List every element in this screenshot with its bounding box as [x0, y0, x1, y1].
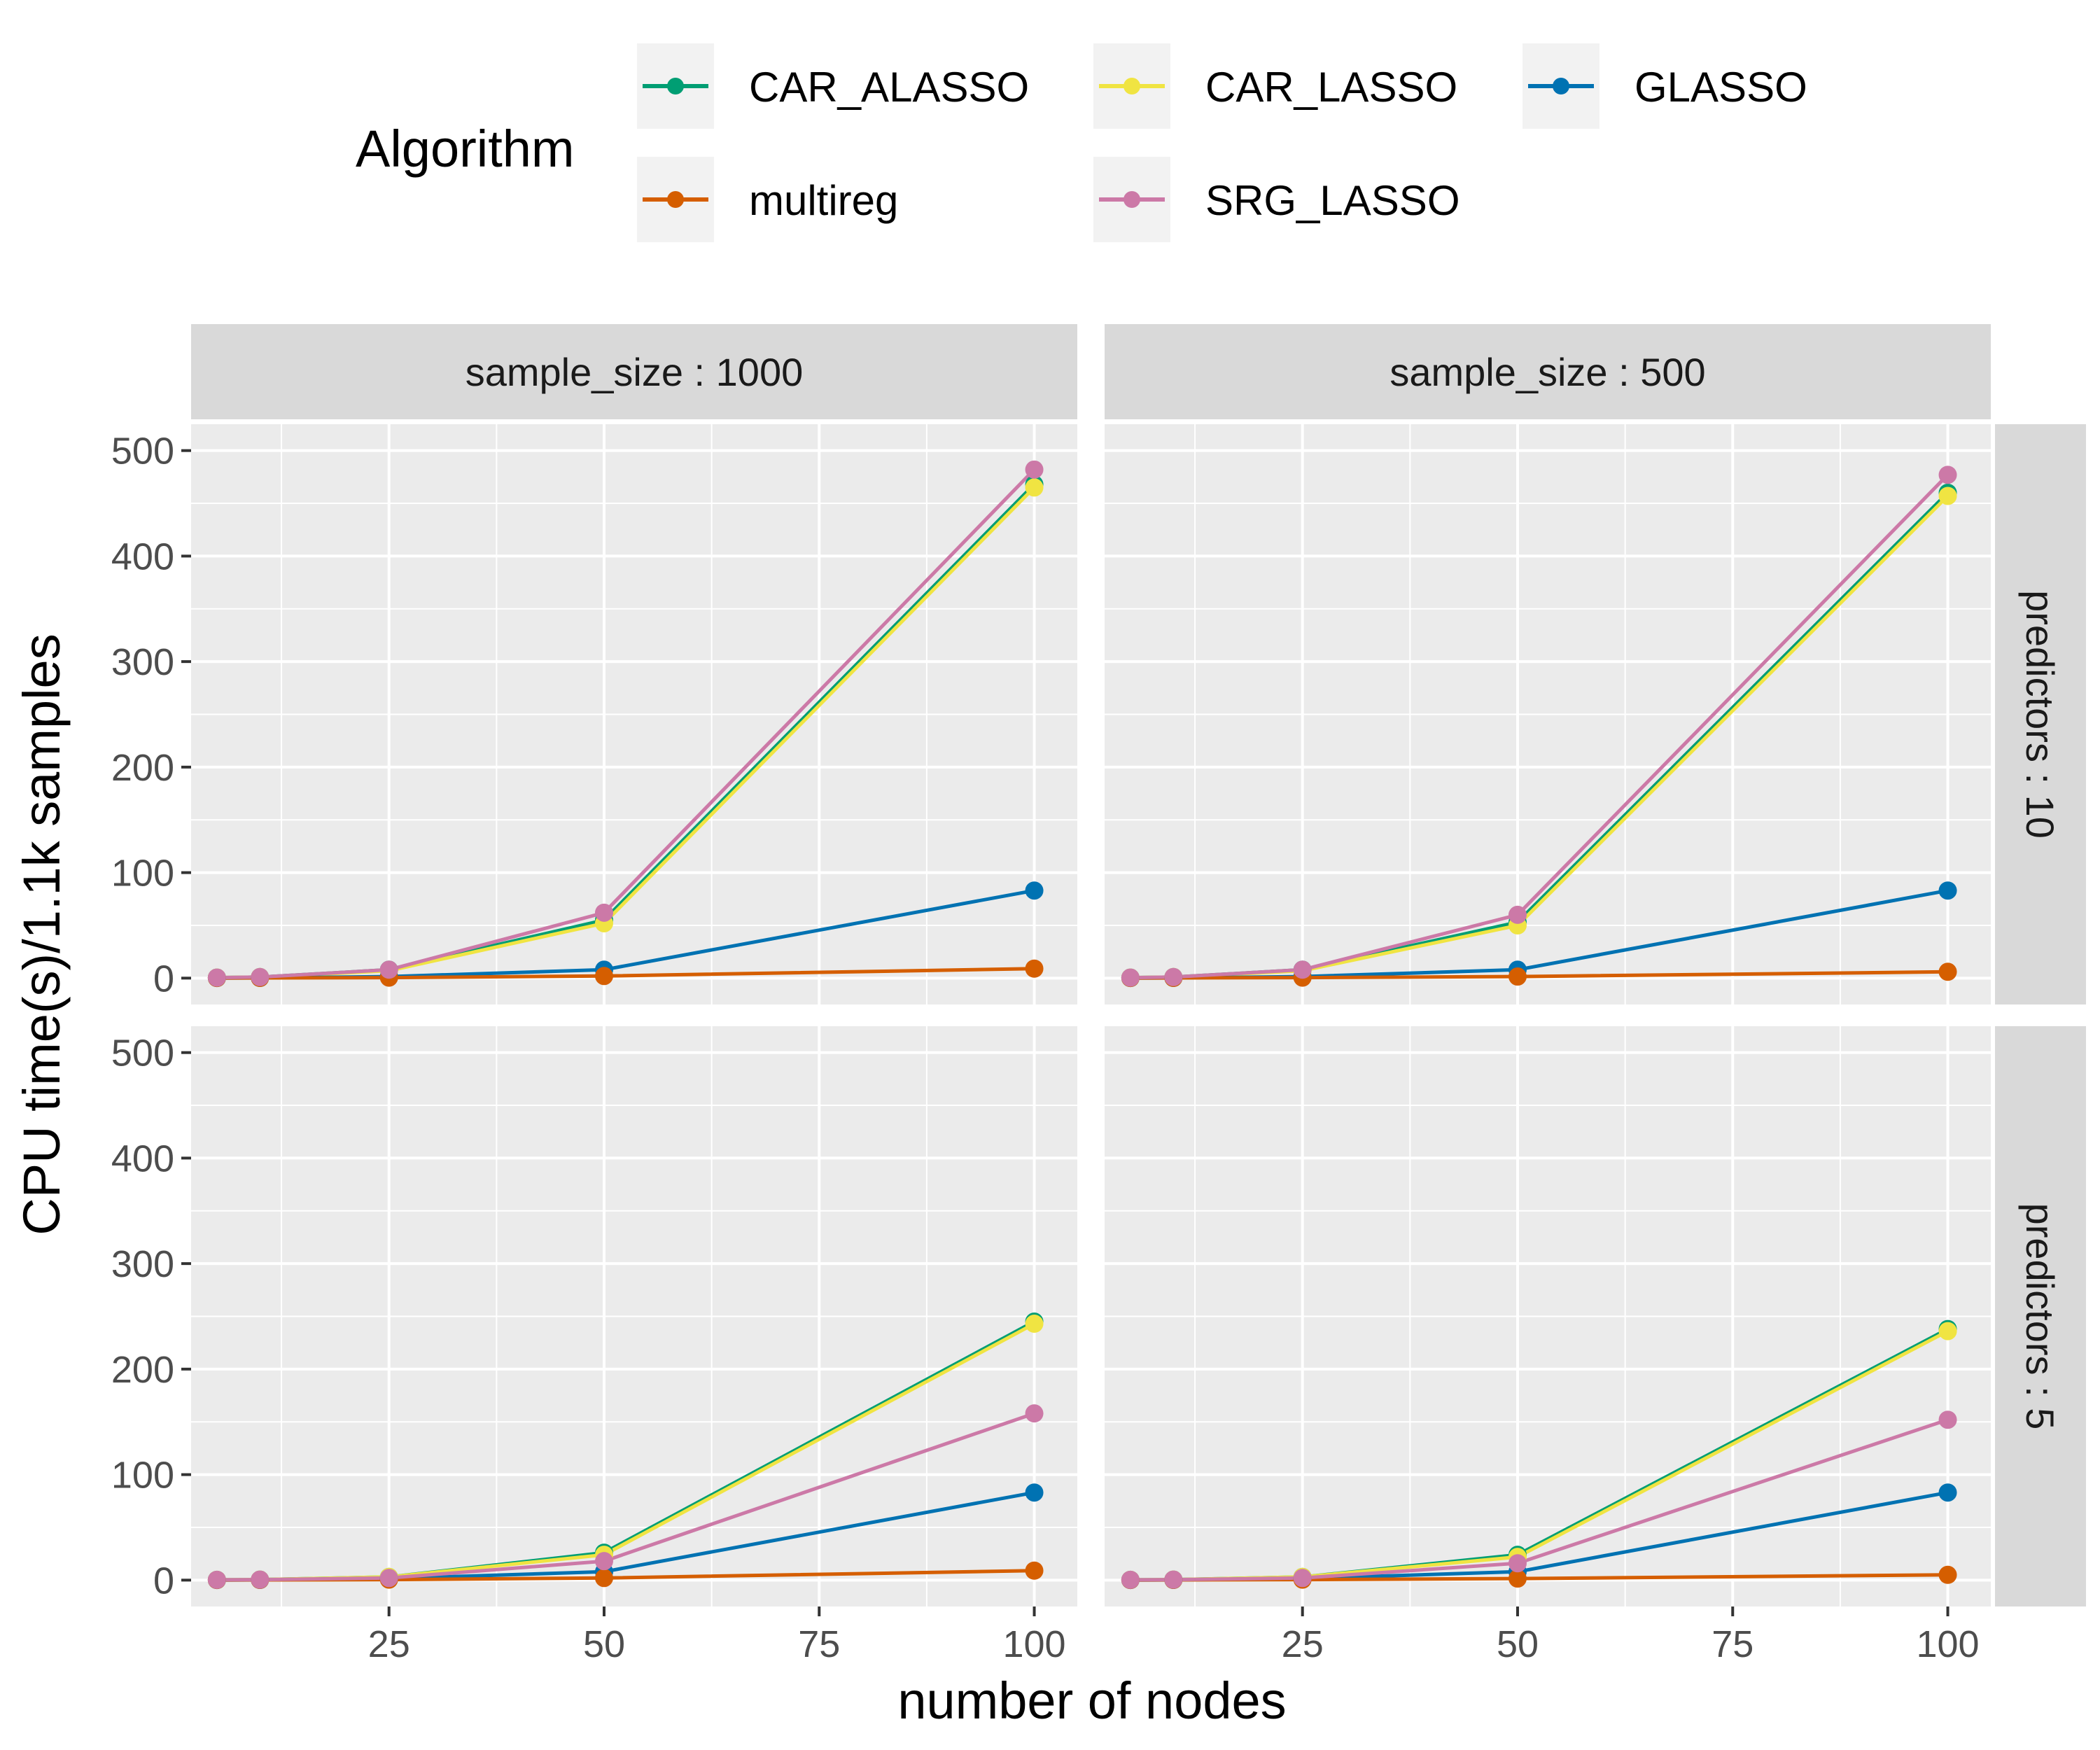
data-point-srg-lasso [1164, 1570, 1183, 1589]
axis-titles: number of nodes CPU time(s)/1.1k samples [13, 634, 1287, 1730]
row-strip [1995, 1026, 2086, 1606]
legend-item-srg-lasso: SRG_LASSO [1093, 157, 1460, 242]
data-point-srg-lasso [1508, 905, 1527, 924]
data-point-srg-lasso [207, 968, 226, 987]
data-point-multireg [1025, 959, 1044, 978]
row-strip-label: predictors : 10 [2018, 590, 2062, 839]
legend-label-glasso: GLASSO [1634, 64, 1807, 111]
y-tick-label: 300 [111, 641, 174, 683]
data-point-glasso [1938, 881, 1957, 900]
panel-row2-col2: 25 50 75 100 [1105, 1026, 1991, 1665]
legend-label-srg-lasso: SRG_LASSO [1205, 177, 1460, 224]
legend-title: Algorithm [356, 120, 575, 178]
data-point-srg-lasso [1121, 968, 1140, 987]
y-tick-label: 500 [111, 1032, 174, 1074]
legend-key-point [1553, 78, 1569, 94]
legend-key-point [667, 78, 684, 94]
x-tick-label: 75 [1712, 1623, 1754, 1665]
data-point-srg-lasso [1293, 960, 1312, 979]
data-point-srg-lasso [251, 967, 270, 986]
x-tick-label: 25 [1282, 1623, 1324, 1665]
data-point-srg-lasso [1164, 967, 1183, 986]
column-strip-label: sample_size : 1000 [465, 350, 804, 394]
legend-label-car-lasso: CAR_LASSO [1205, 64, 1457, 111]
column-strip-label: sample_size : 500 [1390, 350, 1705, 394]
x-tick-label: 50 [1497, 1623, 1539, 1665]
data-point-glasso [1025, 881, 1044, 900]
data-point-srg-lasso [251, 1570, 270, 1589]
data-point-srg-lasso [1025, 460, 1044, 479]
data-point-srg-lasso [379, 960, 398, 979]
row-strip [1995, 424, 2086, 1004]
legend-key-point [667, 191, 684, 208]
panels: sample_size : 1000 sample_size : 500 predi… [111, 324, 2086, 1665]
y-tick-label: 100 [111, 853, 174, 895]
y-axis-title: CPU time(s)/1.1k samples [13, 634, 71, 1235]
y-tick-label: 200 [111, 747, 174, 789]
y-tick-label: 0 [153, 958, 174, 1000]
data-point-glasso [1938, 1483, 1957, 1502]
y-tick-label: 100 [111, 1455, 174, 1497]
legend: Algorithm CAR_ALASSO CAR_LASSO GLASSO multi… [356, 43, 1807, 242]
column-strip [1105, 324, 1991, 419]
y-tick-label: 200 [111, 1349, 174, 1391]
data-point-srg-lasso [207, 1570, 226, 1589]
data-point-srg-lasso [594, 903, 613, 922]
y-tick-label: 400 [111, 536, 174, 578]
data-point-car-lasso [1025, 478, 1044, 497]
data-point-srg-lasso [1938, 1410, 1957, 1429]
legend-label-car-alasso: CAR_ALASSO [749, 64, 1029, 111]
row-strip-label: predictors : 5 [2018, 1203, 2062, 1430]
x-tick-label: 100 [1002, 1623, 1065, 1665]
data-point-srg-lasso [1025, 1404, 1044, 1423]
legend-item-glasso: GLASSO [1522, 43, 1807, 129]
data-point-srg-lasso [594, 1552, 613, 1571]
panel-row2-col1: 0 100 200 300 400 500 25 50 75 100 [111, 1026, 1077, 1665]
y-tick-label: 400 [111, 1138, 174, 1180]
legend-key-point [1124, 191, 1140, 208]
legend-key-point [1124, 78, 1140, 94]
y-tick-label: 0 [153, 1560, 174, 1602]
data-point-srg-lasso [1121, 1570, 1140, 1589]
x-tick-label: 50 [583, 1623, 625, 1665]
x-tick-label: 75 [798, 1623, 840, 1665]
panel-row1-col2 [1105, 424, 1991, 1004]
data-point-srg-lasso [379, 1569, 398, 1588]
data-point-srg-lasso [1938, 465, 1957, 484]
y-tick-label: 500 [111, 430, 174, 472]
data-point-srg-lasso [1293, 1569, 1312, 1588]
legend-item-car-lasso: CAR_LASSO [1093, 43, 1457, 129]
x-axis-title: number of nodes [897, 1672, 1286, 1730]
data-point-multireg [1938, 962, 1957, 981]
legend-item-car-alasso: CAR_ALASSO [637, 43, 1029, 129]
x-tick-label: 25 [368, 1623, 410, 1665]
legend-label-multireg: multireg [749, 177, 898, 224]
y-tick-label: 300 [111, 1243, 174, 1285]
column-strip [191, 324, 1077, 419]
data-point-multireg [594, 967, 613, 986]
data-point-srg-lasso [1508, 1554, 1527, 1573]
data-point-multireg [594, 1569, 613, 1588]
legend-item-multireg: multireg [637, 157, 898, 242]
data-point-multireg [1508, 967, 1527, 986]
data-point-car-lasso [1938, 1322, 1957, 1340]
data-point-multireg [1508, 1569, 1527, 1588]
data-point-multireg [1025, 1561, 1044, 1580]
x-tick-label: 100 [1916, 1623, 1979, 1665]
data-point-glasso [1025, 1483, 1044, 1502]
data-point-multireg [1938, 1565, 1957, 1584]
data-point-car-lasso [1938, 486, 1957, 505]
data-point-car-lasso [1025, 1315, 1044, 1334]
panel-row1-col1: 0 100 200 300 400 500 [111, 424, 1077, 1004]
